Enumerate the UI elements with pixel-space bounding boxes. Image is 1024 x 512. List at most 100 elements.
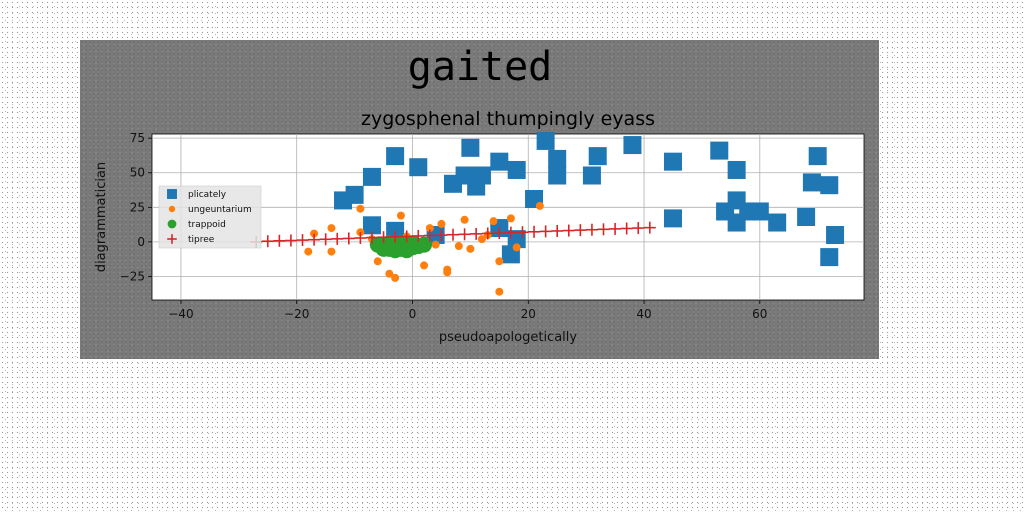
legend-label-tipree: tipree	[188, 235, 215, 245]
point-tipree	[261, 235, 274, 248]
point-ungeuntarium	[304, 247, 313, 256]
point-tipree	[400, 230, 413, 243]
point-plicately	[548, 149, 567, 168]
x-tick-label: −20	[284, 307, 309, 321]
point-ungeuntarium	[495, 257, 504, 266]
point-tipree	[273, 234, 286, 247]
point-plicately	[362, 167, 381, 186]
y-tick-label: 0	[137, 235, 145, 249]
point-tipree	[620, 222, 633, 235]
point-trappoid	[416, 236, 433, 253]
point-plicately	[826, 225, 845, 244]
point-plicately	[768, 213, 787, 232]
legend-marker-trappoid	[167, 219, 177, 229]
chart-title: zygosphenal thumpingly eyass	[361, 108, 655, 130]
point-tipree	[504, 226, 517, 239]
y-axis-label: diagrammatician	[94, 162, 109, 272]
point-plicately	[461, 138, 480, 157]
point-tipree	[516, 226, 529, 239]
point-tipree	[354, 232, 367, 245]
scatter-chart: gaited zygosphenal thumpingly eyass −40 −…	[94, 44, 865, 345]
point-ungeuntarium	[373, 257, 382, 266]
data-points	[250, 131, 845, 296]
legend-marker-tipree	[167, 234, 177, 244]
point-tipree	[481, 227, 494, 240]
point-plicately	[490, 152, 509, 171]
point-plicately	[727, 160, 746, 179]
x-tick-label: 0	[409, 307, 417, 321]
point-ungeuntarium	[356, 204, 365, 213]
legend-markers	[167, 189, 177, 244]
point-ungeuntarium	[420, 261, 429, 270]
point-tipree	[458, 228, 471, 241]
point-plicately	[536, 131, 555, 150]
point-ungeuntarium	[466, 244, 475, 253]
point-tipree	[574, 224, 587, 237]
point-tipree	[632, 222, 645, 235]
x-tick-label: −40	[168, 307, 193, 321]
point-tipree	[377, 231, 390, 244]
point-plicately	[507, 230, 526, 249]
point-tipree	[609, 222, 622, 235]
point-ungeuntarium	[425, 224, 434, 233]
legend-marker-ungeuntarium	[168, 205, 176, 213]
point-ungeuntarium	[489, 217, 498, 226]
point-tipree	[389, 230, 402, 243]
point-tipree	[493, 227, 506, 240]
point-tipree	[539, 225, 552, 238]
point-plicately	[797, 208, 816, 226]
legend-label-ungeuntarium: ungeuntarium	[188, 205, 252, 215]
point-ungeuntarium	[391, 273, 400, 282]
x-axis-label: pseudoapologetically	[439, 330, 578, 345]
point-ungeuntarium	[310, 229, 319, 238]
point-tipree	[342, 232, 355, 245]
chart-suptitle: gaited	[408, 44, 553, 90]
point-plicately	[663, 152, 682, 171]
point-ungeuntarium	[385, 269, 394, 278]
point-ungeuntarium	[512, 243, 521, 252]
point-ungeuntarium	[506, 214, 515, 223]
point-plicately	[345, 185, 364, 204]
point-tipree	[597, 223, 610, 236]
point-plicately	[710, 141, 729, 160]
point-ungeuntarium	[460, 215, 469, 224]
point-tipree	[319, 233, 332, 246]
point-ungeuntarium	[327, 224, 336, 233]
y-tick-label: 50	[130, 166, 145, 180]
point-plicately	[663, 209, 682, 228]
point-tipree	[643, 221, 656, 234]
point-tipree	[308, 233, 321, 246]
point-tipree	[585, 223, 598, 236]
point-ungeuntarium	[535, 201, 544, 210]
point-tipree	[331, 232, 344, 245]
y-tick-label: 25	[130, 200, 145, 214]
point-tipree	[528, 225, 541, 238]
point-plicately	[820, 248, 839, 267]
x-tick-label: 60	[752, 307, 767, 321]
point-tipree	[447, 228, 460, 241]
y-tick-label: −25	[120, 269, 145, 283]
point-plicately	[386, 147, 405, 166]
x-tick-label: 20	[521, 307, 536, 321]
point-trappoid	[375, 240, 392, 257]
legend-marker-plicately	[167, 189, 177, 199]
point-tipree	[435, 229, 448, 242]
figure-background: gaited zygosphenal thumpingly eyass −40 −…	[80, 40, 879, 359]
point-plicately	[362, 216, 381, 235]
axis-ticks: −40 −20 0 20 40 60 −25 0 25 50 75	[120, 131, 768, 321]
point-plicately	[820, 176, 839, 195]
point-ungeuntarium	[396, 211, 405, 220]
point-ungeuntarium	[443, 265, 452, 274]
legend: plicately ungeuntarium trappoid tipree	[158, 185, 262, 249]
legend-label-plicately: plicately	[188, 190, 227, 200]
point-tipree	[423, 229, 436, 242]
point-tipree	[284, 234, 297, 247]
point-ungeuntarium	[477, 235, 486, 244]
point-plicately	[582, 166, 601, 185]
point-ungeuntarium	[431, 240, 440, 249]
point-plicately	[409, 158, 428, 177]
point-plicately	[802, 173, 821, 192]
point-trappoid	[392, 238, 409, 255]
point-plicately	[588, 147, 607, 166]
point-plicately	[623, 136, 642, 155]
